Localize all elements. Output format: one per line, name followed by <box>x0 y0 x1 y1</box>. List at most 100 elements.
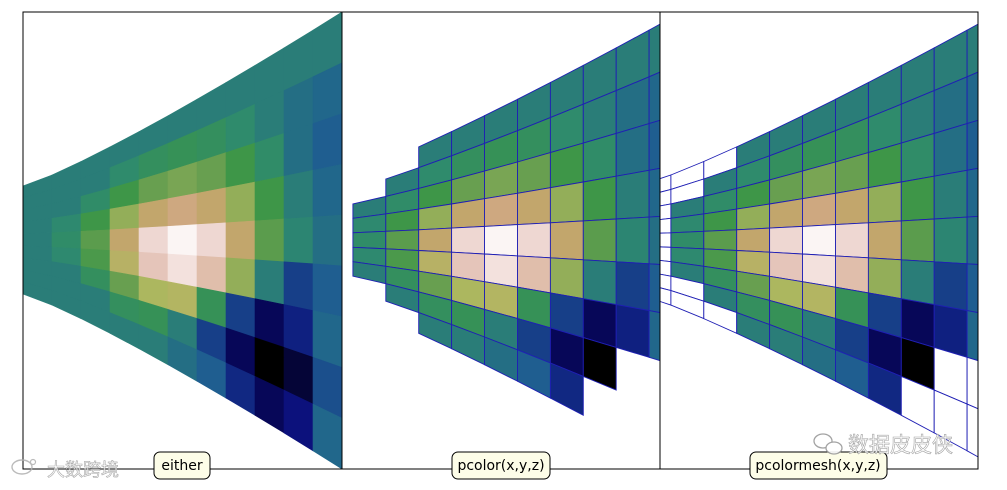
mesh-cell <box>615 169 650 220</box>
watermark-left: 大数跨境 <box>11 458 119 481</box>
mesh-cell <box>283 261 314 311</box>
mesh-cell <box>582 175 617 222</box>
mesh-cell <box>451 198 485 229</box>
mesh-cell <box>517 187 551 226</box>
mesh-cell <box>933 122 968 177</box>
panel-label-pcolormesh: pcolormesh(x,y,z) <box>749 451 888 480</box>
mesh-cell <box>802 224 836 257</box>
panel-either <box>22 11 343 470</box>
mesh-cell <box>615 261 650 312</box>
mesh-cell <box>109 227 140 253</box>
mesh-cell <box>670 230 705 250</box>
mesh-cell <box>254 259 285 305</box>
mesh-cell <box>802 192 836 227</box>
cells-either <box>23 12 342 469</box>
mesh-cell <box>966 403 978 458</box>
mesh-cell <box>138 226 169 255</box>
mesh-cell <box>312 214 342 267</box>
mesh-cell <box>648 71 660 125</box>
mesh-cell <box>312 310 342 368</box>
mesh-cell <box>196 255 227 294</box>
mesh-cell <box>648 119 660 171</box>
watermark-left-text: 大数跨境 <box>47 460 119 481</box>
mesh-cell <box>283 169 314 220</box>
mesh-cell <box>648 167 660 218</box>
mesh-cell <box>549 181 584 224</box>
mesh-cell <box>582 259 617 306</box>
label-box-pcolor <box>451 451 551 480</box>
mesh-cell <box>835 255 869 294</box>
mesh-cell <box>736 227 771 253</box>
panel-label-text-pcolor: pcolor(x,y,z) <box>457 458 544 474</box>
mesh-cell <box>51 230 82 250</box>
mesh-cell <box>966 119 978 171</box>
wechat-logo-icon <box>813 433 843 455</box>
mesh-cell <box>549 257 584 300</box>
mesh-cell <box>966 23 978 78</box>
mesh-cell <box>900 259 935 306</box>
mesh-cell <box>484 224 518 257</box>
panel-pcolormesh <box>659 11 979 470</box>
panel-label-text-pcolormesh: pcolormesh(x,y,z) <box>755 458 880 474</box>
mesh-cell <box>225 181 256 224</box>
mesh-cell <box>648 263 660 314</box>
mesh-cell <box>933 216 968 265</box>
weibo-logo-icon <box>11 458 37 475</box>
cells-pcolormesh <box>660 23 978 458</box>
label-box-pcolormesh <box>749 451 888 480</box>
mesh-cell <box>648 215 660 265</box>
mesh-cell <box>867 181 902 224</box>
mesh-cell <box>451 225 485 255</box>
cells-pcolor <box>352 23 660 417</box>
mesh-cell <box>867 220 902 261</box>
mesh-cell <box>23 232 53 248</box>
mesh-cell <box>225 257 256 300</box>
mesh-cell <box>966 71 978 125</box>
mesh-cell <box>196 222 227 259</box>
mesh-cell <box>648 23 660 78</box>
mesh-cell <box>484 192 518 227</box>
mesh-cell <box>225 220 256 261</box>
mesh-cell <box>385 229 420 251</box>
mesh-cell <box>418 227 453 253</box>
panel-pcolor <box>341 11 661 470</box>
panel-label-either: either <box>153 451 211 480</box>
mesh-cell <box>254 175 285 222</box>
mesh-cell <box>615 216 650 265</box>
mesh-cell <box>900 175 935 222</box>
panel-label-pcolor: pcolor(x,y,z) <box>451 451 551 480</box>
mesh-cell <box>254 218 285 263</box>
mesh-cell <box>966 356 978 410</box>
mesh-cell <box>549 362 584 417</box>
mesh-cell <box>648 310 660 362</box>
mesh-cell <box>517 255 551 294</box>
mesh-cell <box>582 336 617 391</box>
mesh-cell <box>167 192 198 227</box>
mesh-cell <box>582 218 617 263</box>
mesh-cell <box>966 215 978 265</box>
mesh-cell <box>517 222 551 259</box>
mesh-cell <box>769 198 803 229</box>
mesh-cell <box>900 218 935 263</box>
mesh-cell <box>312 263 342 318</box>
mesh-cell <box>966 310 978 362</box>
mesh-cell <box>615 304 650 358</box>
mesh-cell <box>80 229 111 251</box>
mesh-cell <box>312 163 342 218</box>
mesh-cell <box>312 12 342 78</box>
mesh-cell <box>933 169 968 220</box>
mesh-cell <box>703 229 738 251</box>
mesh-cell <box>312 113 342 171</box>
mesh-cell <box>196 187 227 225</box>
mesh-cell <box>933 261 968 312</box>
mesh-cell <box>615 122 650 177</box>
mesh-cell <box>549 220 584 261</box>
label-box-either <box>153 451 211 480</box>
mesh-cell <box>966 167 978 218</box>
mesh-cell <box>867 257 902 300</box>
watermark-right: 数据皮皮侠 <box>813 433 953 457</box>
mesh-cell <box>167 224 198 257</box>
mesh-cell <box>138 198 169 229</box>
panel-label-text-either: either <box>161 458 202 474</box>
